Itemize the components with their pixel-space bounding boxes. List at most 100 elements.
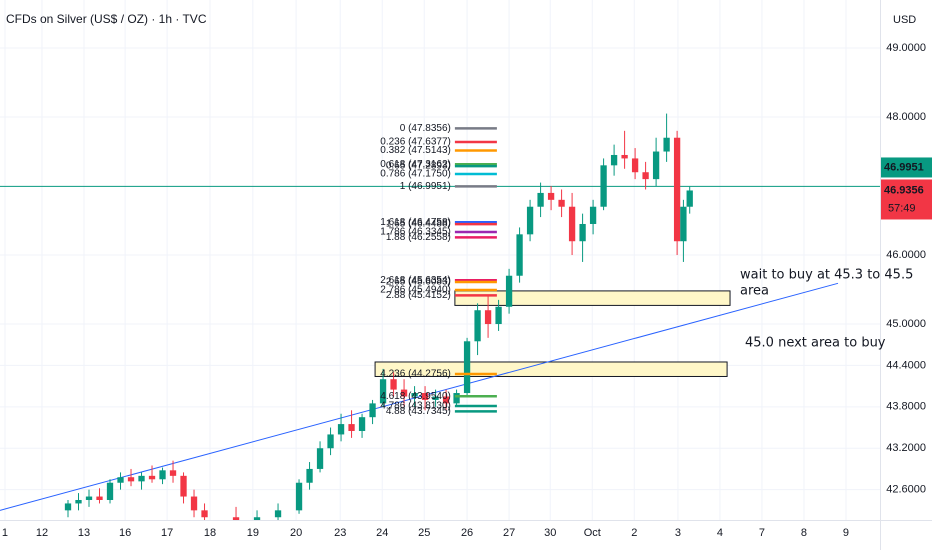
candle-body xyxy=(652,151,660,180)
candle-body xyxy=(474,310,481,342)
fib-label: 1 (46.9951) xyxy=(400,181,451,192)
candle-body xyxy=(295,482,303,511)
zone xyxy=(454,290,731,306)
x-tick-label: 12 xyxy=(36,527,48,539)
y-tick-label: 45.0000 xyxy=(886,318,926,330)
annotation: wait to buy at 45.3 to 45.5 xyxy=(740,268,913,283)
fib-label: 1.65 (46.4488) xyxy=(386,219,451,230)
x-tick-label: 25 xyxy=(418,527,430,539)
candle-body xyxy=(75,499,82,504)
x-tick-label: 13 xyxy=(78,527,90,539)
candle-body xyxy=(253,517,261,520)
candle-body xyxy=(348,424,355,431)
candle-body xyxy=(642,172,649,180)
candle-body xyxy=(127,477,135,482)
fib-label: 2.65 (45.6083) xyxy=(386,277,451,288)
fib-label: 2.786 (45.4940) xyxy=(380,285,451,296)
candle-body xyxy=(148,475,156,480)
candle-body xyxy=(138,475,145,482)
candle-body xyxy=(621,154,628,159)
candle-body xyxy=(106,482,114,500)
last-price-label: 46.9356 xyxy=(884,184,924,196)
fib-label: 4.618 (43.9540) xyxy=(380,391,451,402)
fib-label: 0.65 (47.2893) xyxy=(386,161,451,172)
grid xyxy=(0,0,880,520)
fib-label: 0.382 (47.5143) xyxy=(380,145,451,156)
candle-body xyxy=(180,475,187,497)
candle-body xyxy=(579,223,586,242)
candle-body xyxy=(631,158,639,173)
x-tick-label: 8 xyxy=(801,527,807,539)
candle-body xyxy=(201,510,208,518)
candle-body xyxy=(421,393,429,400)
y-tick-label: 42.6000 xyxy=(886,484,926,496)
fib-label: 4.88 (43.7345) xyxy=(386,406,451,417)
x-tick-label: 1 xyxy=(2,527,8,539)
candle-body xyxy=(568,206,576,242)
axes: 49.0000 48.0000 46.0000 45.0000 44.4000 43.80… xyxy=(2,42,926,539)
candle-body xyxy=(306,468,313,483)
x-tick-label: 24 xyxy=(376,527,388,539)
candle-body xyxy=(232,517,240,520)
candle-body xyxy=(400,389,408,397)
candle-body xyxy=(358,417,366,431)
fib-label: 0.236 (47.6377) xyxy=(380,137,451,148)
candle-body xyxy=(589,206,597,224)
y-tick-label: 46.0000 xyxy=(886,249,926,261)
x-tick-label: Oct xyxy=(584,527,601,539)
candle-body xyxy=(484,310,492,325)
candle-body xyxy=(379,379,387,404)
candle-body xyxy=(600,165,607,207)
x-tick-label: 3 xyxy=(675,527,681,539)
currency-label: USD xyxy=(893,14,916,26)
price-label: 46.9951 xyxy=(884,161,924,173)
x-tick-label: 26 xyxy=(461,527,473,539)
candle-body xyxy=(442,396,450,404)
fib-label: 0.618 (47.3162) xyxy=(380,159,451,170)
x-tick-label: 18 xyxy=(204,527,216,539)
candle-body xyxy=(663,137,670,152)
candle-body xyxy=(453,393,460,404)
fib-label: 2.618 (45.6354) xyxy=(380,275,451,286)
candle-body xyxy=(463,341,471,394)
y-tick-label: 43.8000 xyxy=(886,401,926,413)
candle-body xyxy=(537,192,544,207)
candle-body xyxy=(64,503,72,511)
trendline xyxy=(0,282,839,511)
fib-label: 1.786 (46.3345) xyxy=(380,227,451,238)
x-tick-label: 2 xyxy=(631,527,637,539)
x-tick-label: 16 xyxy=(119,527,131,539)
candle-body xyxy=(610,154,618,166)
candle-body xyxy=(411,393,418,397)
fib-label: 1.618 (46.4758) xyxy=(380,217,451,228)
annotation: 45.0 next area to buy xyxy=(745,336,886,351)
candle-body xyxy=(85,496,93,500)
candle-body xyxy=(337,424,345,435)
x-tick-label: 17 xyxy=(161,527,173,539)
fib-label: 4.786 (43.8130) xyxy=(380,401,451,412)
candle-body xyxy=(680,206,687,242)
candle-body xyxy=(96,496,103,500)
fib-label: 0 (47.8356) xyxy=(400,123,451,134)
candle-body xyxy=(327,434,334,449)
x-tick-label: 27 xyxy=(503,527,515,539)
y-tick-label: 48.0000 xyxy=(886,111,926,123)
candle-body xyxy=(673,137,681,242)
candle-body xyxy=(505,275,513,307)
candle-body xyxy=(369,403,376,418)
candle-body xyxy=(516,234,523,276)
plot-area: 0 (47.8356) 0.236 (47.6377)0.382 (47.5143… xyxy=(0,113,880,520)
x-tick-label: 7 xyxy=(759,527,765,539)
candle-body xyxy=(390,379,397,390)
fib-label: 1.88 (46.2558) xyxy=(386,232,451,243)
fib-label: 0.786 (47.1750) xyxy=(380,169,451,180)
candle-body xyxy=(159,470,166,480)
chart-title: CFDs on Silver (US$ / OZ) · 1h · TVC xyxy=(6,12,207,26)
x-tick-label: 19 xyxy=(247,527,259,539)
candle-body xyxy=(495,306,502,325)
fib-label: 2.88 (45.4152) xyxy=(386,290,451,301)
y-tick-label: 44.4000 xyxy=(886,359,926,371)
candle-body xyxy=(190,496,198,511)
last-price-bg xyxy=(881,179,932,220)
